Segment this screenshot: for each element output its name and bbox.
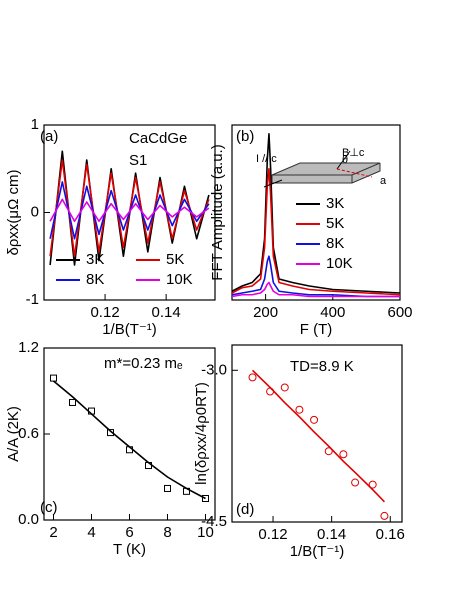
plot-frame <box>231 124 401 301</box>
field-arrow <box>336 150 351 170</box>
panel-label: (b) <box>236 128 254 145</box>
series-line <box>49 198 210 223</box>
series-line <box>231 255 400 298</box>
data-marker <box>248 373 257 382</box>
data-marker <box>164 484 171 492</box>
x-axis-label: 1/B(T⁻¹) <box>290 543 345 560</box>
x-tick-label: 0.12 <box>90 304 119 321</box>
data-marker <box>202 495 209 502</box>
legend-label: 8K <box>86 271 104 288</box>
x-tick-label: 2 <box>49 524 57 541</box>
y-axis-label: ln(δρxx/4ρ0RT) <box>193 382 210 485</box>
data-marker <box>295 405 304 414</box>
y-axis-label: FFT Amplitude (a.u.) <box>209 144 226 280</box>
x-tick-label: 0.14 <box>152 304 181 321</box>
y-tick-label: 0.0 <box>18 511 39 528</box>
panel-label: (a) <box>40 128 58 145</box>
y-tick-label: 0 <box>31 203 39 220</box>
y-tick-label: -4.5 <box>201 513 227 530</box>
legend-label: 8K <box>326 235 344 252</box>
x-tick-label: 200 <box>253 304 278 321</box>
data-marker <box>339 450 348 459</box>
series-line <box>231 167 401 296</box>
panel-label: (c) <box>40 499 58 516</box>
annotation: m*=0.23 mₑ <box>104 355 183 372</box>
y-tick-label: 1.2 <box>18 339 39 356</box>
y-tick-label: 0.6 <box>18 425 39 442</box>
panel-label: (d) <box>236 501 254 518</box>
annotation: CaCdGe <box>129 130 187 147</box>
annotation: S1 <box>129 152 147 169</box>
series-line <box>251 369 385 503</box>
annotation: B⊥c <box>342 147 365 159</box>
x-tick-label: 400 <box>320 304 345 321</box>
annotation: TD=8.9 K <box>290 358 354 375</box>
data-marker <box>107 429 114 437</box>
a-axis <box>336 168 373 178</box>
data-marker <box>69 398 76 406</box>
data-marker <box>50 374 57 382</box>
legend-label: 5K <box>326 215 344 232</box>
legend-label: 3K <box>326 195 344 212</box>
current-arrow <box>263 179 283 188</box>
series-line <box>52 380 206 500</box>
data-marker <box>351 478 360 487</box>
legend-label: 5K <box>166 251 184 268</box>
data-marker <box>280 383 289 392</box>
data-marker <box>310 415 319 424</box>
data-marker <box>380 511 389 520</box>
x-tick-label: 0.14 <box>317 526 346 543</box>
annotation: I // c <box>256 153 277 165</box>
x-tick-label: 8 <box>163 524 171 541</box>
legend-label: 10K <box>326 255 353 272</box>
x-axis-label: 1/B(T⁻¹) <box>102 321 157 338</box>
crystal-inset <box>271 162 381 184</box>
x-tick-label: 600 <box>387 304 412 321</box>
y-axis-label: δρxx(μΩ cm) <box>5 170 22 256</box>
annotation: a <box>380 175 387 187</box>
y-axis-label: A/A (2K) <box>5 406 22 462</box>
y-tick-label: -1 <box>26 291 39 308</box>
x-axis-label: F (T) <box>300 321 332 338</box>
annotation: θ <box>342 154 348 166</box>
x-axis-label: T (K) <box>113 541 146 558</box>
legend-label: 3K <box>86 251 104 268</box>
series-line <box>231 281 400 298</box>
plot-frame <box>231 344 403 523</box>
data-marker <box>368 480 377 489</box>
legend-label: 10K <box>166 271 193 288</box>
x-tick-label: 6 <box>125 524 133 541</box>
x-tick-label: 0.12 <box>258 526 287 543</box>
x-tick-label: 4 <box>87 524 95 541</box>
x-tick-label: 0.16 <box>376 526 405 543</box>
data-marker <box>324 447 333 456</box>
series-line <box>231 132 401 294</box>
x-tick-label: 10 <box>197 524 214 541</box>
y-tick-label: 1 <box>31 116 39 133</box>
y-tick-label: -3.0 <box>201 361 227 378</box>
